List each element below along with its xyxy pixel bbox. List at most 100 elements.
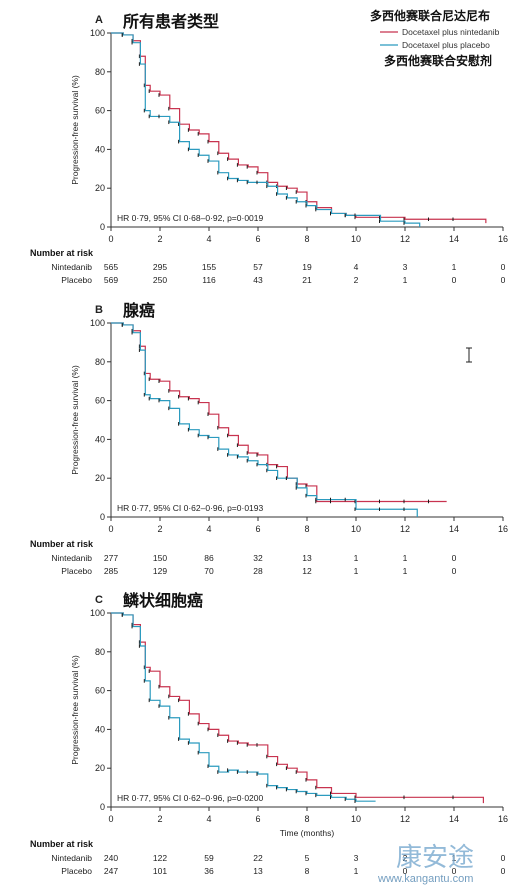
y-tick-label: 100 xyxy=(90,608,105,618)
risk-value: 155 xyxy=(202,262,216,272)
y-tick-label: 40 xyxy=(95,144,105,154)
y-tick-label: 20 xyxy=(95,183,105,193)
x-tick-label: 16 xyxy=(498,524,508,534)
x-tick-label: 4 xyxy=(206,234,211,244)
risk-value: 295 xyxy=(153,262,167,272)
x-tick-label: 6 xyxy=(255,524,260,534)
risk-value: 8 xyxy=(305,866,310,876)
risk-value: 70 xyxy=(204,566,214,576)
risk-value: 28 xyxy=(253,566,263,576)
x-tick-label: 8 xyxy=(304,814,309,824)
risk-value: 1 xyxy=(403,566,408,576)
text-cursor-icon xyxy=(466,347,472,363)
x-tick-label: 14 xyxy=(449,524,459,534)
risk-value: 32 xyxy=(253,553,263,563)
x-tick-label: 14 xyxy=(449,814,459,824)
panel-c-title: 鳞状细胞癌 xyxy=(123,591,203,610)
risk-value: 2 xyxy=(403,853,408,863)
x-tick-label: 12 xyxy=(400,234,410,244)
risk-value: 3 xyxy=(354,853,359,863)
legend-series-placebo: Docetaxel plus placebo xyxy=(402,40,490,50)
x-tick-label: 2 xyxy=(157,524,162,534)
risk-value: 0 xyxy=(452,566,457,576)
risk-value: 3 xyxy=(403,262,408,272)
x-tick-label: 10 xyxy=(351,234,361,244)
risk-value: 150 xyxy=(153,553,167,563)
y-tick-label: 20 xyxy=(95,763,105,773)
panel-b-risk-table: Number at risk Nintedanib 277 150 86 32 13 1 1 0 P… xyxy=(30,539,457,576)
y-tick-label: 100 xyxy=(90,28,105,38)
x-tick-label: 4 xyxy=(206,814,211,824)
panel-b-letter: B xyxy=(95,304,103,316)
panel-b-hr-annotation: HR 0·77, 95% CI 0·62–0·96, p=0·0193 xyxy=(117,503,264,513)
risk-value: 2 xyxy=(354,275,359,285)
risk-value: 101 xyxy=(153,866,167,876)
y-tick-label: 0 xyxy=(100,222,105,232)
panel-c-letter: C xyxy=(95,594,103,606)
panel-c-hr-annotation: HR 0·77, 95% CI 0·62–0·96, p=0·0200 xyxy=(117,793,264,803)
risk-row-label-nintedanib: Nintedanib xyxy=(51,853,92,863)
x-tick-label: 12 xyxy=(400,814,410,824)
x-tick-label: 2 xyxy=(157,234,162,244)
risk-value: 0 xyxy=(501,275,506,285)
y-axis-label: Progression-free survival (%) xyxy=(70,365,80,475)
risk-value: 4 xyxy=(354,262,359,272)
risk-value: 0 xyxy=(452,275,457,285)
x-tick-label: 6 xyxy=(255,814,260,824)
panel-a-plot: 0 20 40 60 80 100 0 2 4 6 8 10 12 14 16 Progression-fre… xyxy=(70,28,508,244)
risk-value: 250 xyxy=(153,275,167,285)
risk-value: 1 xyxy=(452,262,457,272)
risk-value: 116 xyxy=(202,275,216,285)
risk-value: 5 xyxy=(305,853,310,863)
x-tick-label: 6 xyxy=(255,234,260,244)
risk-value: 0 xyxy=(403,866,408,876)
risk-value: 86 xyxy=(204,553,214,563)
panel-a-title: 所有患者类型 xyxy=(123,12,219,31)
x-tick-label: 10 xyxy=(351,524,361,534)
y-tick-label: 40 xyxy=(95,434,105,444)
risk-heading: Number at risk xyxy=(30,248,94,258)
risk-value: 1 xyxy=(452,853,457,863)
x-tick-label: 10 xyxy=(351,814,361,824)
km-curve-placebo xyxy=(111,322,418,517)
risk-value: 13 xyxy=(302,553,312,563)
legend-title-top: 多西他赛联合尼达尼布 xyxy=(370,8,490,23)
risk-value: 13 xyxy=(253,866,263,876)
risk-value: 122 xyxy=(153,853,167,863)
y-tick-label: 0 xyxy=(100,512,105,522)
risk-value: 0 xyxy=(452,866,457,876)
km-curve-nintedanib xyxy=(111,612,484,804)
km-curve-placebo xyxy=(111,32,421,227)
panel-c-xlabel: Time (months) xyxy=(280,828,335,838)
risk-row-label-placebo: Placebo xyxy=(61,866,92,876)
km-curve-placebo xyxy=(111,612,376,802)
risk-heading: Number at risk xyxy=(30,539,94,549)
y-tick-label: 80 xyxy=(95,67,105,77)
risk-value: 59 xyxy=(204,853,214,863)
risk-value: 1 xyxy=(403,275,408,285)
risk-value: 1 xyxy=(354,866,359,876)
risk-row-label-placebo: Placebo xyxy=(61,275,92,285)
panel-b-plot: 0 20 40 60 80 100 0 2 4 6 8 10 12 14 16 Progression-fre… xyxy=(70,318,508,534)
y-axis-label: Progression-free survival (%) xyxy=(70,75,80,185)
x-tick-label: 8 xyxy=(304,524,309,534)
risk-value: 36 xyxy=(204,866,214,876)
y-tick-label: 40 xyxy=(95,724,105,734)
legend-title-bottom: 多西他赛联合安慰剂 xyxy=(384,53,492,68)
panel-b-title: 腺癌 xyxy=(123,301,155,320)
x-tick-label: 14 xyxy=(449,234,459,244)
risk-value: 569 xyxy=(104,275,118,285)
watermark-text: 康安途 xyxy=(396,843,474,873)
risk-value: 1 xyxy=(403,553,408,563)
risk-value: 277 xyxy=(104,553,118,563)
risk-row-label-placebo: Placebo xyxy=(61,566,92,576)
x-tick-label: 0 xyxy=(108,234,113,244)
panel-a-hr-annotation: HR 0·79, 95% CI 0·68–0·92, p=0·0019 xyxy=(117,213,264,223)
panel-c-plot: 0 20 40 60 80 100 0 2 4 6 8 10 12 14 16 Progression-fre… xyxy=(70,608,508,824)
risk-value: 19 xyxy=(302,262,312,272)
risk-row-label-nintedanib: Nintedanib xyxy=(51,553,92,563)
